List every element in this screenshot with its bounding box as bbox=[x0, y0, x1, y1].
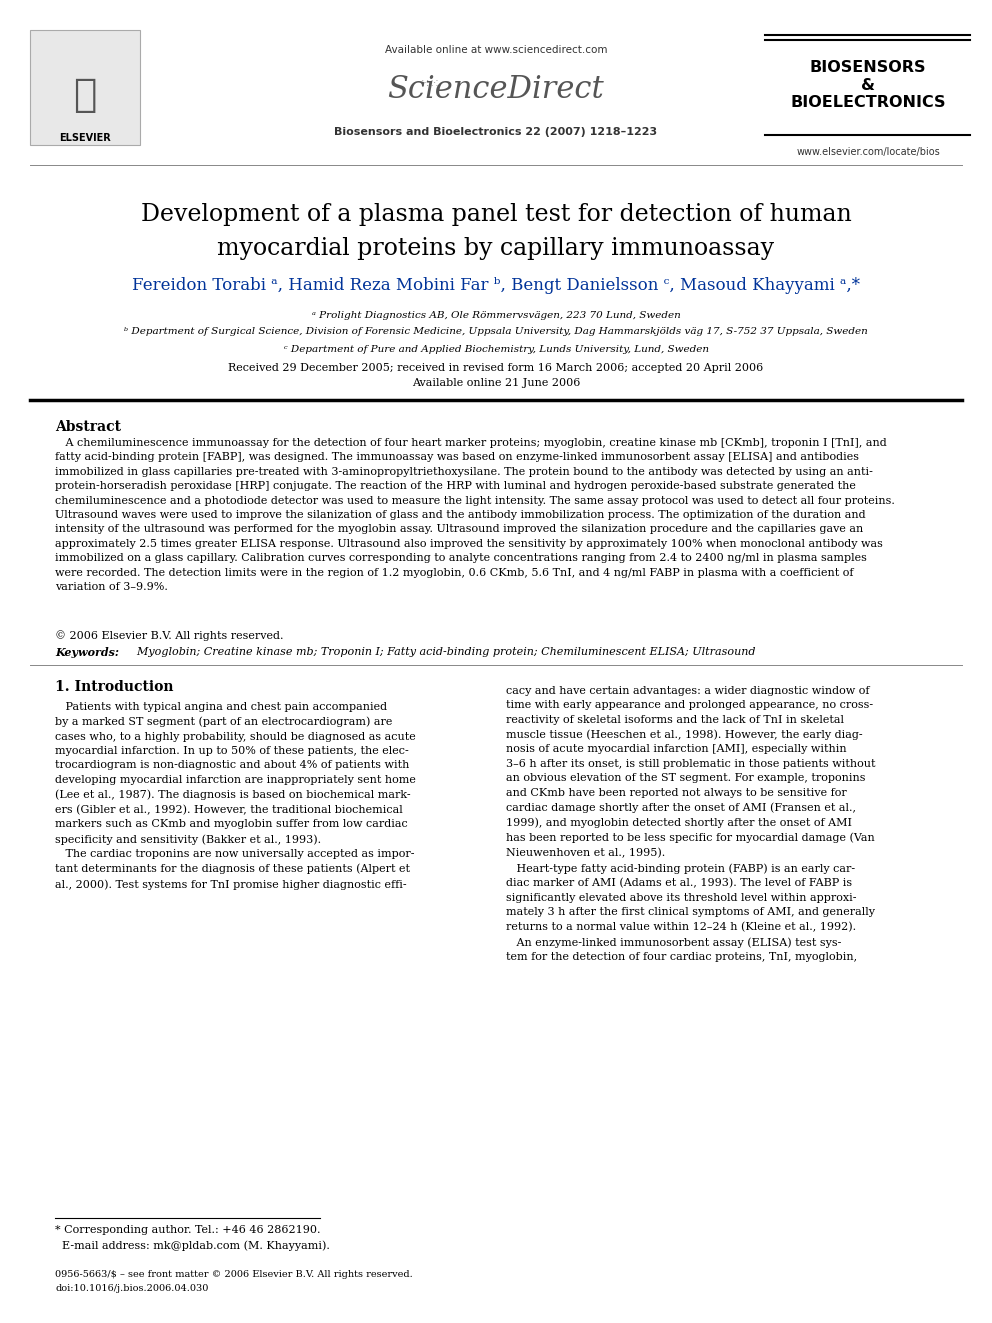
Text: Abstract: Abstract bbox=[55, 419, 121, 434]
Text: www.elsevier.com/locate/bios: www.elsevier.com/locate/bios bbox=[797, 147, 939, 157]
Text: Development of a plasma panel test for detection of human: Development of a plasma panel test for d… bbox=[141, 204, 851, 226]
Text: ᵃ Prolight Diagnostics AB, Ole Römmervsvägen, 223 70 Lund, Sweden: ᵃ Prolight Diagnostics AB, Ole Römmervsv… bbox=[311, 311, 681, 319]
Text: E-mail address: mk@pldab.com (M. Khayyami).: E-mail address: mk@pldab.com (M. Khayyam… bbox=[55, 1240, 330, 1250]
Text: Myoglobin; Creatine kinase mb; Troponin I; Fatty acid-binding protein; Chemilumi: Myoglobin; Creatine kinase mb; Troponin … bbox=[130, 647, 756, 658]
Text: Available online 21 June 2006: Available online 21 June 2006 bbox=[412, 378, 580, 388]
Text: ᶜ Department of Pure and Applied Biochemistry, Lunds University, Lund, Sweden: ᶜ Department of Pure and Applied Biochem… bbox=[284, 344, 708, 353]
Text: Fereidon Torabi ᵃ, Hamid Reza Mobini Far ᵇ, Bengt Danielsson ᶜ, Masoud Khayyami : Fereidon Torabi ᵃ, Hamid Reza Mobini Far… bbox=[132, 277, 860, 294]
Text: BIOSENSORS
&
BIOELECTRONICS: BIOSENSORS & BIOELECTRONICS bbox=[791, 60, 945, 110]
Text: Biosensors and Bioelectronics 22 (2007) 1218–1223: Biosensors and Bioelectronics 22 (2007) … bbox=[334, 127, 658, 138]
Text: Received 29 December 2005; received in revised form 16 March 2006; accepted 20 A: Received 29 December 2005; received in r… bbox=[228, 363, 764, 373]
Text: 🌲: 🌲 bbox=[73, 75, 96, 114]
Text: 1. Introduction: 1. Introduction bbox=[55, 680, 174, 695]
Text: ScienceDirect: ScienceDirect bbox=[388, 74, 604, 106]
Text: ᵇ Department of Surgical Science, Division of Forensic Medicine, Uppsala Univers: ᵇ Department of Surgical Science, Divisi… bbox=[124, 328, 868, 336]
Text: Keywords:: Keywords: bbox=[55, 647, 119, 658]
FancyBboxPatch shape bbox=[30, 30, 140, 146]
Text: A chemiluminescence immunoassay for the detection of four heart marker proteins;: A chemiluminescence immunoassay for the … bbox=[55, 438, 895, 591]
Text: Available online at www.sciencedirect.com: Available online at www.sciencedirect.co… bbox=[385, 45, 607, 56]
Text: ELSEVIER: ELSEVIER bbox=[60, 134, 111, 143]
Text: Patients with typical angina and chest pain accompanied
by a marked ST segment (: Patients with typical angina and chest p… bbox=[55, 703, 416, 889]
Text: 0956-5663/$ – see front matter © 2006 Elsevier B.V. All rights reserved.: 0956-5663/$ – see front matter © 2006 El… bbox=[55, 1270, 413, 1279]
Text: © 2006 Elsevier B.V. All rights reserved.: © 2006 Elsevier B.V. All rights reserved… bbox=[55, 630, 284, 640]
Text: ⁙⁙: ⁙⁙ bbox=[420, 78, 440, 91]
Text: * Corresponding author. Tel.: +46 46 2862190.: * Corresponding author. Tel.: +46 46 286… bbox=[55, 1225, 320, 1234]
Text: doi:10.1016/j.bios.2006.04.030: doi:10.1016/j.bios.2006.04.030 bbox=[55, 1285, 208, 1293]
Text: myocardial proteins by capillary immunoassay: myocardial proteins by capillary immunoa… bbox=[217, 237, 775, 259]
Text: cacy and have certain advantages: a wider diagnostic window of
time with early a: cacy and have certain advantages: a wide… bbox=[506, 687, 876, 962]
